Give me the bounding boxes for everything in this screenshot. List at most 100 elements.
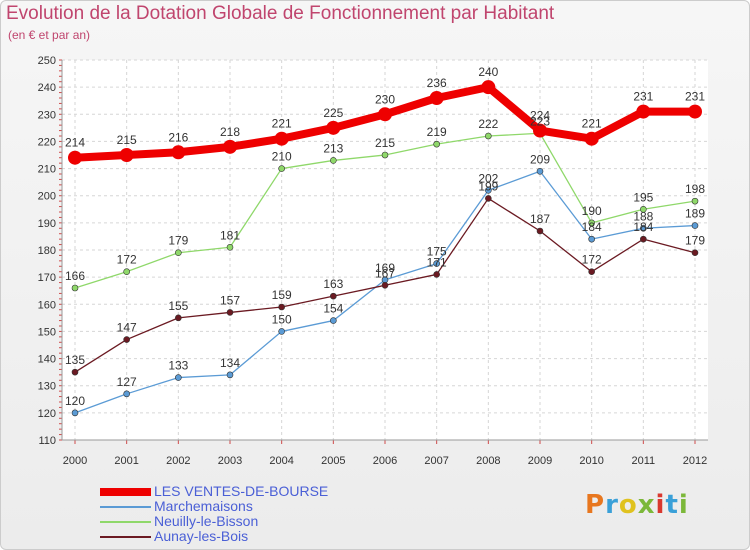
legend-label: Aunay-les-Bois — [154, 528, 249, 544]
legend-label: Marchemaisons — [154, 498, 253, 514]
data-point-aunay-les-bois — [588, 268, 595, 276]
data-label-aunay-les-bois: 179 — [685, 234, 705, 248]
data-point-neuilly-le-bisson — [640, 205, 647, 213]
data-point-aunay-les-bois — [226, 309, 234, 316]
data-point-les-ventes-de-bourse — [68, 150, 82, 165]
data-label-marchemaisons: 133 — [168, 359, 188, 373]
y-tick-label: 140 — [38, 354, 56, 366]
data-label-neuilly-le-bisson: 215 — [375, 136, 395, 150]
data-label-neuilly-le-bisson: 166 — [65, 269, 85, 283]
data-label-marchemaisons: 154 — [323, 302, 343, 316]
data-label-les-ventes-de-bourse: 231 — [633, 90, 653, 104]
x-tick-label: 2008 — [476, 455, 500, 467]
data-point-marchemaisons — [485, 186, 492, 194]
data-point-aunay-les-bois — [381, 281, 389, 289]
data-label-aunay-les-bois: 157 — [220, 293, 240, 307]
data-point-les-ventes-de-bourse — [688, 104, 702, 119]
data-label-aunay-les-bois: 155 — [168, 299, 188, 313]
chart-subtitle: (en € et par an) — [8, 28, 91, 42]
data-label-marchemaisons: 175 — [427, 245, 447, 259]
data-point-les-ventes-de-bourse — [223, 139, 237, 154]
data-label-les-ventes-de-bourse: 221 — [582, 117, 602, 131]
data-label-marchemaisons: 189 — [685, 207, 705, 221]
data-label-marchemaisons: 184 — [582, 220, 602, 234]
data-point-les-ventes-de-bourse — [429, 91, 444, 105]
data-label-aunay-les-bois: 171 — [427, 255, 447, 269]
logo-letter: i — [678, 490, 689, 520]
data-point-marchemaisons — [226, 371, 234, 379]
data-point-aunay-les-bois — [175, 314, 182, 322]
data-label-neuilly-le-bisson: 223 — [530, 114, 550, 128]
data-point-les-ventes-de-bourse — [636, 104, 651, 119]
data-point-marchemaisons — [433, 260, 440, 267]
data-point-les-ventes-de-bourse — [481, 80, 496, 95]
data-point-neuilly-le-bisson — [330, 157, 337, 164]
data-point-neuilly-le-bisson — [226, 243, 234, 251]
x-tick-label: 2002 — [166, 455, 190, 467]
data-point-neuilly-le-bisson — [433, 140, 440, 148]
data-point-neuilly-le-bisson — [278, 165, 285, 172]
data-label-neuilly-le-bisson: 181 — [220, 228, 240, 242]
data-point-les-ventes-de-bourse — [274, 131, 289, 146]
logo-letter: P — [585, 490, 606, 520]
data-point-marchemaisons — [588, 235, 595, 243]
data-label-marchemaisons: 127 — [117, 375, 137, 389]
x-tick-label: 2004 — [269, 455, 293, 467]
logo-letter: r — [605, 490, 619, 520]
proxiti-logo: Proxiti — [585, 490, 689, 520]
data-label-neuilly-le-bisson: 222 — [478, 117, 498, 131]
data-point-les-ventes-de-bourse — [378, 107, 392, 122]
data-point-les-ventes-de-bourse — [119, 148, 134, 162]
data-point-les-ventes-de-bourse — [326, 120, 341, 135]
data-point-marchemaisons — [536, 167, 544, 175]
chart-title: Evolution de la Dotation Globale de Fonc… — [6, 3, 555, 24]
x-tick-label: 2011 — [632, 455, 656, 467]
y-tick-label: 130 — [38, 381, 56, 393]
data-point-aunay-les-bois — [640, 235, 647, 243]
data-label-marchemaisons: 169 — [375, 261, 395, 275]
data-point-les-ventes-de-bourse — [533, 123, 547, 138]
data-label-les-ventes-de-bourse: 215 — [117, 133, 137, 147]
x-tick-label: 2003 — [218, 455, 242, 467]
data-label-les-ventes-de-bourse: 225 — [323, 106, 343, 120]
y-tick-label: 180 — [38, 245, 56, 257]
data-label-aunay-les-bois: 135 — [65, 353, 85, 367]
data-label-neuilly-le-bisson: 195 — [633, 190, 653, 204]
x-tick-label: 2012 — [683, 455, 707, 467]
x-tick-label: 2001 — [114, 455, 138, 467]
data-point-les-ventes-de-bourse — [171, 145, 186, 160]
data-point-neuilly-le-bisson — [381, 151, 389, 159]
data-label-les-ventes-de-bourse: 216 — [168, 130, 188, 144]
data-label-marchemaisons: 188 — [633, 209, 653, 223]
data-point-aunay-les-bois — [278, 303, 285, 311]
legend-label: Neuilly-le-Bisson — [154, 513, 259, 529]
data-label-marchemaisons: 134 — [220, 356, 240, 370]
x-tick-label: 2007 — [424, 455, 448, 467]
data-point-marchemaisons — [175, 374, 182, 381]
data-label-neuilly-le-bisson: 172 — [117, 253, 137, 267]
y-tick-label: 220 — [38, 136, 56, 148]
data-point-neuilly-le-bisson — [691, 197, 699, 205]
data-label-marchemaisons: 150 — [272, 312, 292, 326]
data-point-aunay-les-bois — [691, 249, 699, 257]
logo-letter: o — [618, 490, 638, 520]
data-label-aunay-les-bois: 184 — [633, 220, 653, 234]
logo-letter: x — [637, 490, 656, 520]
data-point-marchemaisons — [123, 390, 130, 398]
data-point-marchemaisons — [330, 317, 337, 324]
y-tick-label: 160 — [38, 299, 56, 311]
legend-swatch — [100, 506, 151, 508]
data-label-marchemaisons: 209 — [530, 152, 550, 166]
data-label-les-ventes-de-bourse: 231 — [685, 90, 705, 104]
y-tick-label: 170 — [38, 272, 56, 284]
y-tick-label: 190 — [38, 218, 56, 230]
data-label-marchemaisons: 120 — [65, 394, 85, 408]
legend-label: LES VENTES-DE-BOURSE — [154, 483, 329, 499]
data-label-les-ventes-de-bourse: 221 — [272, 117, 292, 131]
x-tick-label: 2006 — [373, 455, 397, 467]
y-tick-label: 230 — [38, 109, 56, 121]
data-point-marchemaisons — [71, 409, 79, 417]
data-point-marchemaisons — [691, 222, 699, 229]
data-label-les-ventes-de-bourse: 230 — [375, 92, 395, 106]
